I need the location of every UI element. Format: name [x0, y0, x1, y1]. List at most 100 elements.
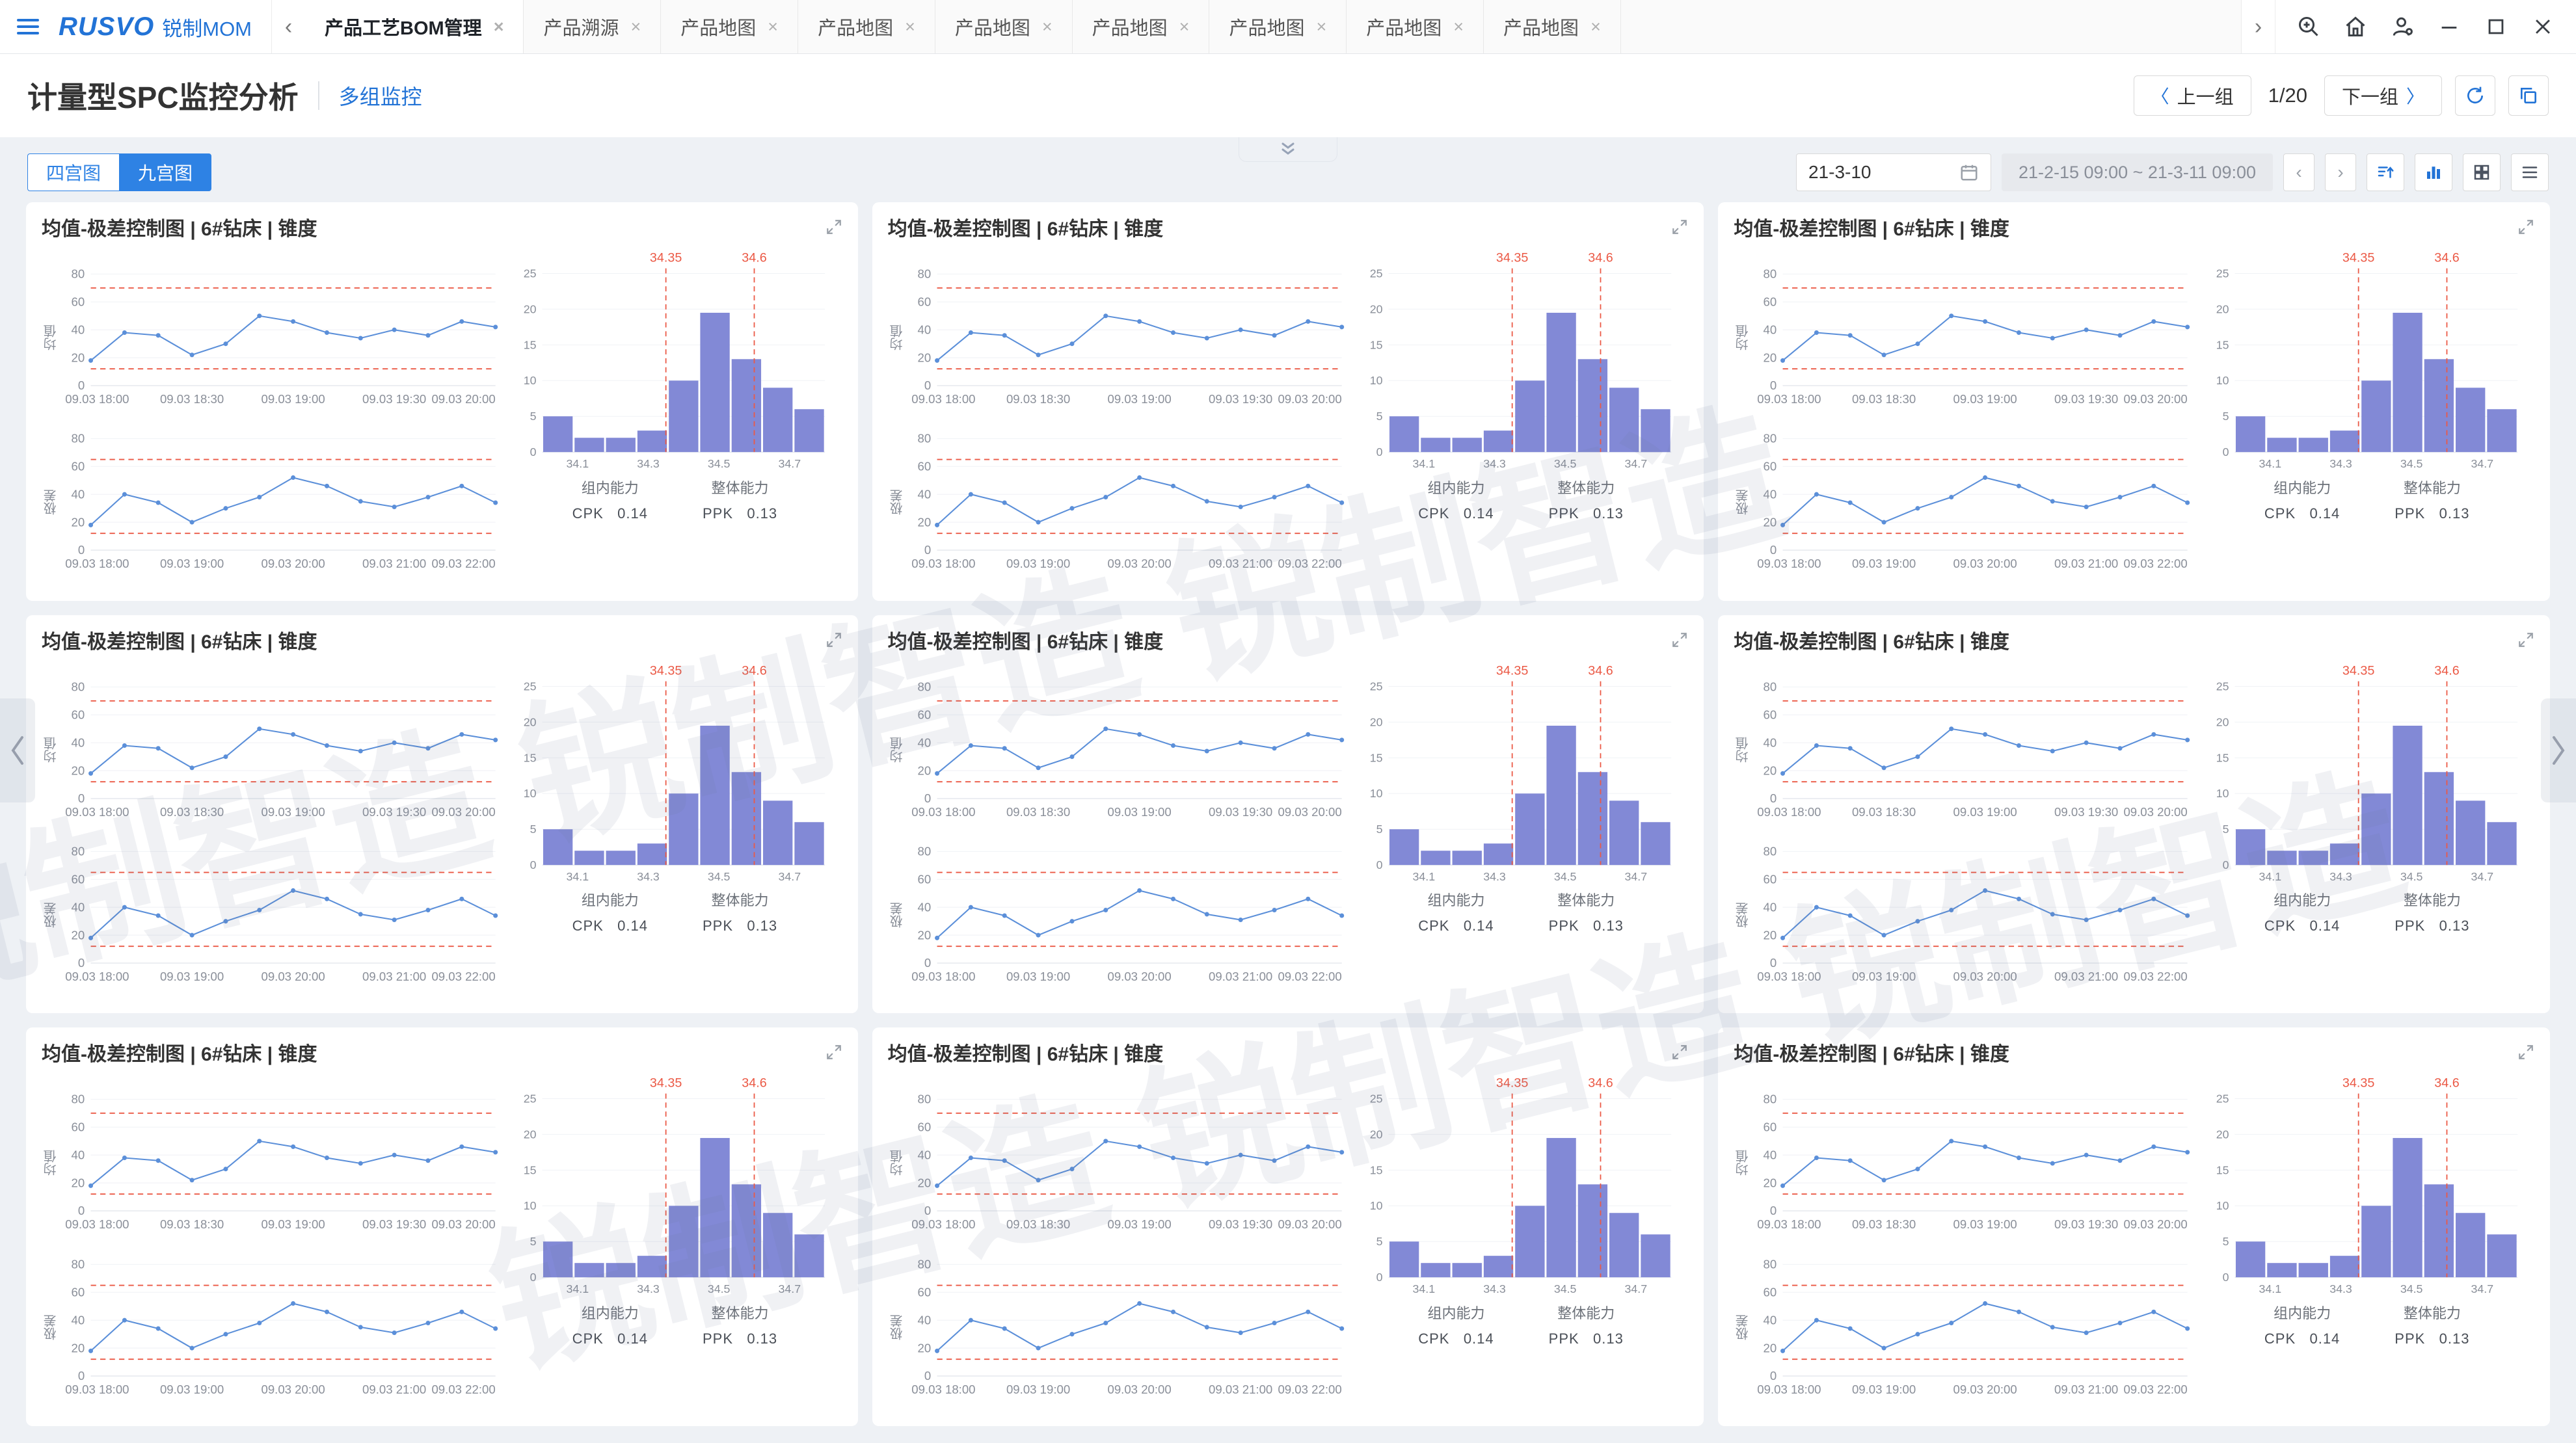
svg-text:34.7: 34.7: [2471, 457, 2493, 470]
expand-icon[interactable]: [1671, 631, 1688, 648]
mean-ylabel: 均值: [1736, 737, 1751, 763]
svg-text:34.1: 34.1: [1413, 1282, 1436, 1295]
user-settings-icon[interactable]: [2381, 5, 2424, 48]
tab-close-icon[interactable]: ×: [493, 16, 504, 36]
range-next-button[interactable]: ›: [2325, 153, 2356, 191]
svg-text:20: 20: [524, 715, 537, 728]
tab-item[interactable]: 产品地图 ×: [1484, 0, 1621, 53]
view-9-grid-button[interactable]: 九宫图: [119, 153, 212, 191]
collapse-header-button[interactable]: [1239, 137, 1337, 162]
svg-text:20: 20: [2216, 715, 2229, 728]
expand-icon[interactable]: [825, 631, 842, 648]
tab-close-icon[interactable]: ×: [905, 16, 915, 36]
tab-item[interactable]: 产品地图 ×: [935, 0, 1073, 53]
svg-text:80: 80: [72, 1092, 85, 1106]
svg-text:09.03 20:00: 09.03 20:00: [1278, 805, 1341, 819]
tab-close-icon[interactable]: ×: [1179, 16, 1190, 36]
svg-text:20: 20: [917, 351, 931, 364]
carousel-next-arrow[interactable]: [2541, 698, 2576, 802]
tab-item[interactable]: 产品地图 ×: [1072, 0, 1210, 53]
copy-layout-button[interactable]: [2508, 75, 2549, 116]
svg-text:34.1: 34.1: [1413, 457, 1436, 470]
tab-close-icon[interactable]: ×: [1453, 16, 1464, 36]
mean-control-chart: 均值 0 20 40 60 80 09.03 18:00 09.03 18:30 09.03 …: [888, 266, 1350, 408]
capability-histogram: 0 5 10 15 20 25 34.35 34.6 34.1 34.3 34.5 34.7: [1370, 1076, 1672, 1295]
svg-text:09.03 18:00: 09.03 18:00: [1758, 970, 1821, 983]
carousel-prev-arrow[interactable]: [0, 698, 35, 802]
maximize-icon[interactable]: [2475, 5, 2517, 48]
close-icon[interactable]: [2521, 5, 2564, 48]
svg-text:34.35: 34.35: [2342, 251, 2374, 265]
expand-icon[interactable]: [1671, 1044, 1688, 1061]
bar-chart-view-icon[interactable]: [2415, 153, 2452, 191]
expand-icon[interactable]: [2517, 218, 2534, 235]
svg-text:80: 80: [917, 267, 931, 281]
svg-text:09.03 22:00: 09.03 22:00: [431, 970, 495, 983]
svg-text:15: 15: [524, 1164, 537, 1177]
svg-text:34.6: 34.6: [1588, 251, 1613, 265]
sort-icon[interactable]: [2367, 153, 2404, 191]
zoom-icon[interactable]: [2287, 5, 2330, 48]
expand-icon[interactable]: [825, 1044, 842, 1061]
home-icon[interactable]: [2334, 5, 2377, 48]
tab-close-icon[interactable]: ×: [630, 16, 641, 36]
svg-text:34.35: 34.35: [1496, 251, 1528, 265]
svg-text:0: 0: [1376, 445, 1383, 458]
prev-group-button[interactable]: 〈 上一组: [2133, 75, 2251, 116]
range-line-chart: 0 20 40 60 80 09.03 18:00 09.03 19:00 09.03 20:…: [1758, 432, 2190, 570]
range-prev-button[interactable]: ‹: [2283, 153, 2314, 191]
svg-text:0: 0: [1770, 1369, 1777, 1383]
date-picker[interactable]: 21-3-10: [1795, 153, 1991, 191]
next-group-button[interactable]: 下一组 〉: [2324, 75, 2442, 116]
menu-icon[interactable]: [0, 0, 56, 53]
chevron-left-icon: 〈: [2151, 86, 2169, 107]
range-ylabel: 极差: [44, 901, 59, 928]
tab-close-icon[interactable]: ×: [1041, 16, 1053, 36]
tab-close-icon[interactable]: ×: [768, 16, 779, 36]
tab-close-icon[interactable]: ×: [1590, 16, 1601, 36]
svg-text:20: 20: [524, 302, 537, 315]
minimize-icon[interactable]: [2428, 5, 2471, 48]
svg-text:09.03 19:00: 09.03 19:00: [1107, 392, 1171, 406]
tab-scroll-left-icon[interactable]: ‹: [271, 0, 305, 53]
control-charts: 均值 0 20 40 60 80 09.03 18:00 09.03 18:30 09.03 …: [42, 244, 503, 596]
expand-icon[interactable]: [825, 218, 842, 235]
tab-item[interactable]: 产品溯源 ×: [524, 0, 662, 53]
list-view-icon[interactable]: [2511, 153, 2549, 191]
tab-item[interactable]: 产品地图 ×: [798, 0, 935, 53]
svg-text:09.03 20:00: 09.03 20:00: [431, 805, 495, 819]
expand-icon[interactable]: [2517, 631, 2534, 648]
tab-item[interactable]: 产品地图 ×: [1347, 0, 1484, 53]
refresh-button[interactable]: [2455, 75, 2495, 116]
tab-active[interactable]: 产品工艺BOM管理 ×: [305, 0, 524, 53]
svg-text:09.03 21:00: 09.03 21:00: [2054, 1383, 2118, 1396]
tab-label: 产品地图: [954, 18, 1030, 39]
tab-scroll-right-icon[interactable]: ›: [2241, 0, 2275, 53]
svg-text:09.03 21:00: 09.03 21:00: [2054, 557, 2118, 570]
overall-capability: 整体能力 PPK 0.13: [1548, 479, 1624, 522]
expand-icon[interactable]: [2517, 1044, 2534, 1061]
card-title: 均值-极差控制图 | 6#钻床 | 锥度: [887, 218, 1164, 240]
expand-icon[interactable]: [1671, 218, 1688, 235]
svg-text:09.03 19:30: 09.03 19:30: [362, 805, 426, 819]
tab-close-icon[interactable]: ×: [1316, 16, 1327, 36]
svg-text:20: 20: [72, 928, 85, 942]
svg-text:0: 0: [1770, 956, 1777, 970]
svg-text:60: 60: [1764, 460, 1777, 473]
title-divider: [317, 81, 319, 110]
svg-text:34.1: 34.1: [2259, 1282, 2281, 1295]
svg-text:40: 40: [1764, 1148, 1777, 1162]
svg-text:80: 80: [1764, 1092, 1777, 1106]
grid-view-icon[interactable]: [2463, 153, 2501, 191]
tab-item[interactable]: 产品地图 ×: [661, 0, 799, 53]
tab-item[interactable]: 产品地图 ×: [1209, 0, 1347, 53]
card-title: 均值-极差控制图 | 6#钻床 | 锥度: [42, 631, 317, 653]
svg-text:34.35: 34.35: [1496, 1076, 1528, 1091]
svg-text:80: 80: [1764, 680, 1777, 693]
svg-text:60: 60: [917, 873, 931, 886]
svg-text:60: 60: [917, 460, 931, 473]
svg-text:34.5: 34.5: [2400, 457, 2423, 470]
range-control-chart: 极差 0 20 40 60 80 09.03 18:00 09.03 19:00 09.03 …: [42, 843, 503, 986]
range-control-chart: 极差 0 20 40 60 80 09.03 18:00 09.03 19:00 09.03 …: [888, 843, 1350, 986]
view-4-grid-button[interactable]: 四宫图: [27, 153, 120, 191]
